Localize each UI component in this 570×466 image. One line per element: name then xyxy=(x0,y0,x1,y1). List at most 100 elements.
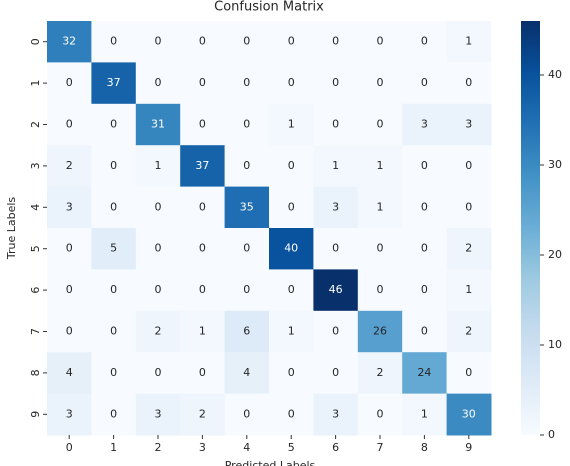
cell-label: 1 xyxy=(155,159,162,172)
cell xyxy=(357,103,403,146)
cell-label: 0 xyxy=(243,407,250,420)
cell xyxy=(357,186,403,229)
cell xyxy=(313,103,359,146)
cell xyxy=(91,21,137,63)
cell-label: 0 xyxy=(243,35,250,48)
cell xyxy=(224,186,270,229)
cell xyxy=(402,186,448,229)
cell xyxy=(313,310,359,353)
cell xyxy=(446,145,492,188)
cell xyxy=(224,310,270,353)
cell-label: 0 xyxy=(332,242,339,255)
cell-label: 0 xyxy=(155,242,162,255)
cell xyxy=(313,393,359,436)
cell-label: 5 xyxy=(110,242,117,255)
cell xyxy=(135,310,181,353)
cell-label: 0 xyxy=(421,76,428,89)
cell-label: 0 xyxy=(66,242,73,255)
cell-label: 0 xyxy=(155,366,162,379)
cell xyxy=(313,145,359,188)
x-tick-label: 8 xyxy=(421,441,428,454)
cell xyxy=(135,62,181,105)
cell-label: 0 xyxy=(465,159,472,172)
cell-label: 0 xyxy=(110,283,117,296)
y-tick-label: 5 xyxy=(29,245,42,252)
cell-label: 0 xyxy=(332,118,339,131)
cell-label: 0 xyxy=(288,366,295,379)
y-tick-label: 7 xyxy=(29,328,42,335)
cell xyxy=(47,269,92,312)
cell xyxy=(47,62,92,105)
cell-label: 0 xyxy=(288,76,295,89)
cell-label: 0 xyxy=(465,200,472,213)
cell xyxy=(180,310,226,353)
cell xyxy=(135,352,181,395)
cell-label: 1 xyxy=(199,325,206,338)
cell-label: 1 xyxy=(377,200,384,213)
cell-label: 2 xyxy=(377,366,384,379)
cell xyxy=(446,21,492,63)
cell xyxy=(135,269,181,312)
cell xyxy=(446,393,492,436)
cell xyxy=(313,269,359,312)
cell-label: 0 xyxy=(332,366,339,379)
cell-label: 0 xyxy=(332,76,339,89)
cell xyxy=(180,186,226,229)
y-tick-label: 8 xyxy=(29,369,42,376)
cell-label: 0 xyxy=(421,35,428,48)
cell xyxy=(269,228,314,270)
cell xyxy=(269,310,314,353)
cell-label: 0 xyxy=(110,325,117,338)
cell-label: 0 xyxy=(199,76,206,89)
colorbar-tick-label: 0 xyxy=(548,428,555,441)
cell-label: 30 xyxy=(462,407,476,420)
cell xyxy=(269,145,314,188)
cell-label: 0 xyxy=(110,407,117,420)
cell-label: 26 xyxy=(373,325,387,338)
colorbar-tick-label: 20 xyxy=(548,248,562,261)
x-tick-label: 7 xyxy=(377,441,384,454)
cell-label: 0 xyxy=(288,283,295,296)
cell xyxy=(180,103,226,146)
cell-label: 0 xyxy=(199,118,206,131)
cell xyxy=(402,310,448,353)
cell xyxy=(135,393,181,436)
chart-title: Confusion Matrix xyxy=(214,0,324,15)
cell-label: 0 xyxy=(377,242,384,255)
y-tick-label: 9 xyxy=(29,411,42,418)
cell xyxy=(357,145,403,188)
cell-label: 0 xyxy=(421,200,428,213)
cell xyxy=(47,186,92,229)
x-tick-label: 9 xyxy=(465,441,472,454)
cell xyxy=(224,62,270,105)
cell-label: 1 xyxy=(288,118,295,131)
cell-label: 0 xyxy=(199,366,206,379)
cell-label: 3 xyxy=(66,407,73,420)
cell xyxy=(446,352,492,395)
cell-label: 0 xyxy=(243,118,250,131)
cell xyxy=(446,186,492,229)
cell xyxy=(47,103,92,146)
cell-label: 0 xyxy=(155,200,162,213)
cell xyxy=(224,103,270,146)
cell-label: 0 xyxy=(110,366,117,379)
cell-label: 2 xyxy=(155,325,162,338)
cell xyxy=(180,352,226,395)
cell xyxy=(313,228,359,270)
cell-label: 3 xyxy=(332,200,339,213)
cell-label: 0 xyxy=(243,159,250,172)
cell xyxy=(91,310,137,353)
cell-label: 3 xyxy=(66,200,73,213)
cell-label: 6 xyxy=(243,325,250,338)
cell xyxy=(224,352,270,395)
cell xyxy=(47,228,92,270)
cell xyxy=(91,145,137,188)
cell-label: 35 xyxy=(240,200,254,213)
cell xyxy=(180,269,226,312)
cell xyxy=(313,352,359,395)
cell xyxy=(47,145,92,188)
cell-label: 4 xyxy=(66,366,73,379)
y-tick-label: 6 xyxy=(29,287,42,294)
cell xyxy=(402,269,448,312)
